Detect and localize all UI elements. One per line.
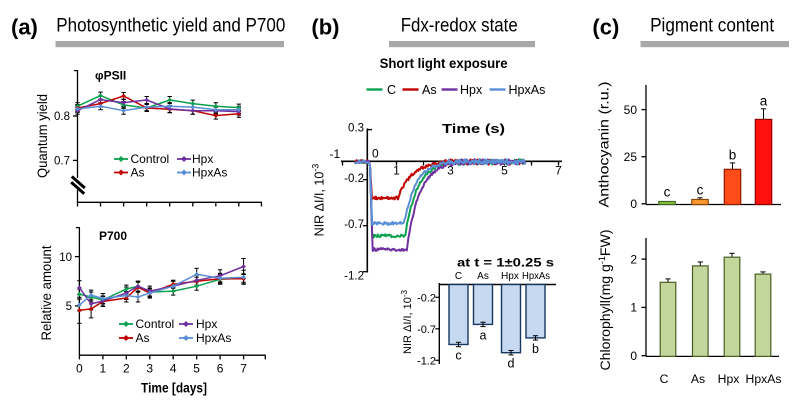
- svg-text:5: 5: [501, 164, 508, 178]
- svg-text:(a): (a): [11, 15, 38, 40]
- svg-text:-0.2: -0.2: [344, 173, 364, 185]
- svg-text:0.8: 0.8: [54, 111, 70, 123]
- svg-text:Time [days]: Time [days]: [141, 381, 207, 396]
- svg-text:10: 10: [59, 252, 72, 264]
- svg-text:HpxAs: HpxAs: [509, 83, 546, 97]
- svg-text:C: C: [455, 271, 462, 282]
- svg-text:C: C: [387, 83, 396, 97]
- svg-text:25: 25: [624, 150, 638, 164]
- svg-text:As: As: [477, 271, 489, 282]
- svg-text:-1: -1: [329, 147, 340, 161]
- svg-text:As: As: [691, 372, 705, 386]
- svg-text:P700: P700: [99, 229, 127, 243]
- svg-text:Anthocyanin (r.u.): Anthocyanin (r.u.): [596, 82, 612, 208]
- svg-text:c: c: [697, 182, 704, 197]
- svg-text:0: 0: [76, 362, 83, 376]
- svg-text:HpxAs: HpxAs: [196, 331, 231, 345]
- svg-text:0: 0: [372, 147, 379, 161]
- svg-text:4: 4: [170, 362, 177, 376]
- svg-text:HpxAs: HpxAs: [522, 271, 550, 282]
- svg-text:-0.2: -0.2: [417, 292, 436, 304]
- svg-text:6: 6: [217, 362, 224, 376]
- svg-text:As: As: [131, 166, 145, 180]
- svg-text:(c): (c): [592, 15, 619, 40]
- svg-text:As: As: [136, 331, 150, 345]
- svg-text:2: 2: [630, 252, 637, 266]
- svg-text:-1.2: -1.2: [417, 355, 436, 367]
- svg-text:7: 7: [240, 362, 247, 376]
- svg-text:NIR ΔI/I, 10-3: NIR ΔI/I, 10-3: [400, 289, 415, 354]
- svg-text:NIR ΔI/I, 10-3: NIR ΔI/I, 10-3: [311, 164, 327, 237]
- svg-text:As: As: [422, 83, 437, 97]
- svg-text:3: 3: [447, 164, 454, 178]
- svg-text:d: d: [508, 357, 515, 371]
- svg-text:c: c: [455, 349, 461, 363]
- svg-text:Short light exposure: Short light exposure: [380, 55, 508, 71]
- svg-text:5: 5: [66, 301, 72, 313]
- svg-text:0.3: 0.3: [348, 123, 364, 135]
- svg-text:Hpx: Hpx: [196, 317, 217, 331]
- svg-text:Photosynthetic yield and P700: Photosynthetic yield and P700: [56, 16, 285, 37]
- svg-text:c: c: [664, 185, 671, 200]
- svg-text:Hpx: Hpx: [192, 152, 213, 166]
- svg-text:Quantum yield: Quantum yield: [35, 94, 50, 178]
- svg-text:Hpx: Hpx: [460, 83, 483, 97]
- svg-text:Hpx: Hpx: [718, 372, 740, 386]
- svg-text:-0.7: -0.7: [417, 324, 436, 336]
- svg-text:Chlorophyll(mg g-1FW): Chlorophyll(mg g-1FW): [597, 230, 613, 371]
- svg-text:Hpx: Hpx: [501, 271, 519, 282]
- svg-text:1: 1: [630, 301, 637, 315]
- svg-text:7: 7: [555, 164, 562, 178]
- svg-text:φPSII: φPSII: [95, 69, 126, 83]
- svg-text:1: 1: [100, 362, 107, 376]
- svg-text:Time (s): Time (s): [442, 121, 505, 136]
- svg-text:C: C: [660, 372, 669, 386]
- svg-text:(b): (b): [311, 15, 339, 40]
- svg-text:b: b: [532, 342, 539, 356]
- svg-text:0: 0: [630, 197, 637, 211]
- svg-text:Pigment content: Pigment content: [650, 16, 775, 37]
- svg-text:HpxAs: HpxAs: [746, 372, 782, 386]
- svg-text:5: 5: [193, 362, 200, 376]
- svg-text:Control: Control: [136, 317, 175, 331]
- svg-text:Relative amount: Relative amount: [39, 245, 54, 340]
- svg-text:-1.2: -1.2: [344, 271, 364, 283]
- svg-text:HpxAs: HpxAs: [192, 166, 227, 180]
- svg-text:1: 1: [393, 164, 400, 178]
- svg-text:0.7: 0.7: [54, 156, 70, 168]
- svg-text:-0.7: -0.7: [344, 219, 364, 231]
- svg-text:at t = 1±0.25 s: at t = 1±0.25 s: [457, 256, 554, 270]
- svg-text:Fdx-redox state: Fdx-redox state: [401, 16, 518, 37]
- svg-text:b: b: [729, 147, 737, 162]
- svg-text:a: a: [760, 93, 768, 108]
- svg-text:a: a: [480, 328, 487, 342]
- svg-text:2: 2: [123, 362, 130, 376]
- svg-text:Control: Control: [131, 152, 170, 166]
- svg-text:0: 0: [630, 349, 637, 363]
- svg-text:3: 3: [146, 362, 153, 376]
- svg-text:50: 50: [624, 103, 638, 117]
